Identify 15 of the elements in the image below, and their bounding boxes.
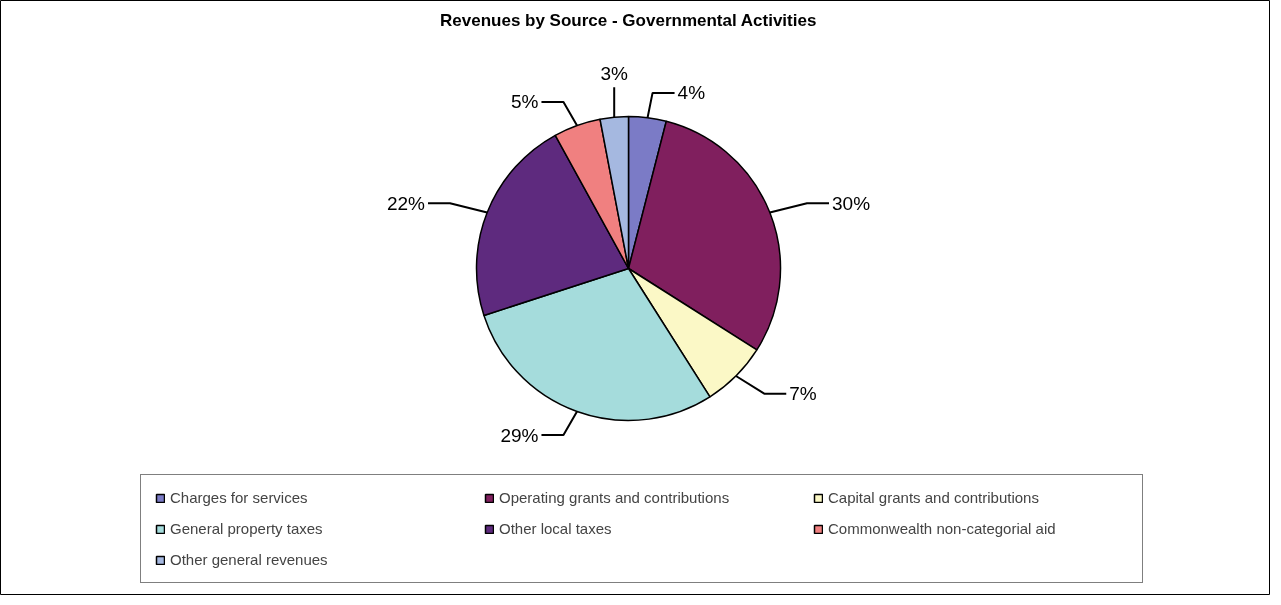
data-label: 30% [832, 192, 871, 214]
legend-label: General property taxes [170, 520, 324, 537]
chart-title: Revenues by Source - Governmental Activities [440, 11, 817, 30]
data-label: 22% [386, 192, 426, 214]
data-label: 7% [789, 383, 817, 405]
legend-label: Capital grants and contributions [828, 489, 1040, 506]
legend-label: Operating grants and contributions [499, 489, 731, 506]
data-label: 5% [511, 91, 539, 113]
legend-label: Other general revenues [170, 551, 329, 568]
data-label: 4% [677, 82, 706, 104]
legend-label: Charges for services [170, 489, 309, 506]
data-label: 3% [600, 63, 629, 85]
data-label: 29% [500, 424, 539, 446]
legend-label: Other local taxes [499, 520, 613, 537]
legend-label: Commonwealth non-categorial aid [828, 520, 1057, 537]
